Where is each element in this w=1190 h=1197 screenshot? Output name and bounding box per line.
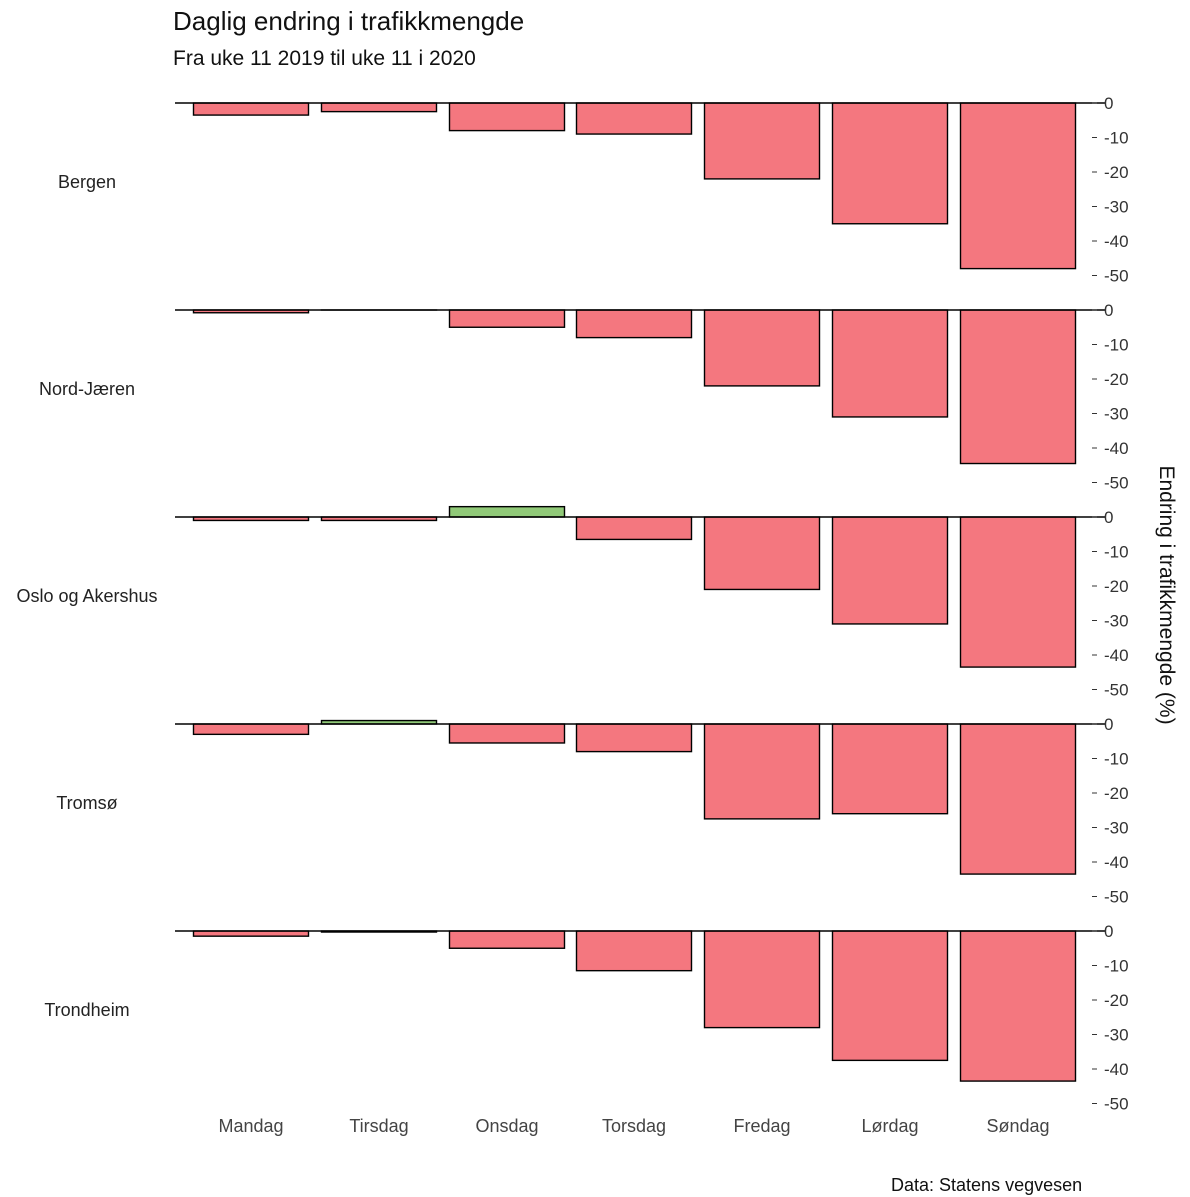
bar-bergen-mandag bbox=[192, 102, 310, 116]
bar-bergen-fredag bbox=[703, 102, 821, 180]
y-tick-label-trondheim: 0 bbox=[1104, 922, 1113, 941]
x-tick-label-onsdag: Onsdag bbox=[475, 1116, 538, 1136]
y-tick-label-oslo-og-akershus: 0 bbox=[1104, 508, 1113, 527]
y-tick-label-nord-jæren: -20 bbox=[1104, 370, 1129, 389]
y-axis-title: Endring i trafikkmengde (%) bbox=[1155, 465, 1178, 724]
facet-label-trondheim: Trondheim bbox=[44, 1000, 129, 1020]
y-tick-label-tromsø: 0 bbox=[1104, 715, 1113, 734]
bar-trondheim-søndag bbox=[959, 930, 1077, 1082]
bar-nord-jæren-søndag bbox=[959, 309, 1077, 465]
x-tick-label-torsdag: Torsdag bbox=[602, 1116, 666, 1136]
chart-caption: Data: Statens vegvesen bbox=[891, 1175, 1083, 1195]
bar-bergen-torsdag bbox=[575, 102, 693, 135]
bar-tromsø-torsdag bbox=[575, 723, 693, 753]
facet-label-tromsø: Tromsø bbox=[56, 793, 117, 813]
bar-oslo-og-akershus-søndag bbox=[959, 516, 1077, 668]
bar-nord-jæren-lørdag bbox=[831, 309, 949, 418]
bar-tromsø-mandag bbox=[192, 723, 310, 736]
x-tick-label-tirsdag: Tirsdag bbox=[349, 1116, 408, 1136]
y-tick-label-trondheim: -10 bbox=[1104, 957, 1129, 976]
y-tick-label-trondheim: -40 bbox=[1104, 1060, 1129, 1079]
bar-oslo-og-akershus-lørdag bbox=[831, 516, 949, 625]
x-tick-label-mandag: Mandag bbox=[218, 1116, 283, 1136]
x-tick-label-søndag: Søndag bbox=[986, 1116, 1049, 1136]
y-tick-label-bergen: -30 bbox=[1104, 198, 1129, 217]
bar-trondheim-mandag bbox=[192, 930, 310, 937]
y-tick-label-bergen: -40 bbox=[1104, 232, 1129, 251]
y-tick-label-nord-jæren: 0 bbox=[1104, 301, 1113, 320]
bar-oslo-og-akershus-onsdag bbox=[448, 505, 566, 518]
x-tick-label-lørdag: Lørdag bbox=[861, 1116, 918, 1136]
y-tick-label-tromsø: -50 bbox=[1104, 888, 1129, 907]
bar-trondheim-fredag bbox=[703, 930, 821, 1029]
y-tick-label-oslo-og-akershus: -30 bbox=[1104, 612, 1129, 631]
chart-subtitle: Fra uke 11 2019 til uke 11 i 2020 bbox=[173, 47, 476, 70]
y-tick-label-oslo-og-akershus: -10 bbox=[1104, 543, 1129, 562]
y-tick-label-nord-jæren: -10 bbox=[1104, 336, 1129, 355]
y-tick-label-bergen: -20 bbox=[1104, 163, 1129, 182]
bar-oslo-og-akershus-fredag bbox=[703, 516, 821, 591]
bar-oslo-og-akershus-torsdag bbox=[575, 516, 693, 541]
bar-bergen-onsdag bbox=[448, 102, 566, 132]
bar-trondheim-lørdag bbox=[831, 930, 949, 1062]
bar-bergen-søndag bbox=[959, 102, 1077, 270]
chart-title: Daglig endring i trafikkmengde bbox=[173, 6, 525, 36]
bar-tromsø-søndag bbox=[959, 723, 1077, 875]
facet-label-oslo-og-akershus: Oslo og Akershus bbox=[16, 586, 157, 606]
y-tick-label-bergen: -50 bbox=[1104, 267, 1129, 286]
bar-tromsø-lørdag bbox=[831, 723, 949, 815]
y-tick-label-tromsø: -10 bbox=[1104, 750, 1129, 769]
y-tick-label-oslo-og-akershus: -40 bbox=[1104, 646, 1129, 665]
y-tick-label-trondheim: -20 bbox=[1104, 991, 1129, 1010]
bar-nord-jæren-torsdag bbox=[575, 309, 693, 339]
bar-tromsø-onsdag bbox=[448, 723, 566, 744]
y-tick-label-oslo-og-akershus: -20 bbox=[1104, 577, 1129, 596]
bar-nord-jæren-fredag bbox=[703, 309, 821, 387]
bar-bergen-lørdag bbox=[831, 102, 949, 225]
bar-trondheim-onsdag bbox=[448, 930, 566, 949]
facet-label-nord-jæren: Nord-Jæren bbox=[39, 379, 135, 399]
y-tick-label-trondheim: -30 bbox=[1104, 1026, 1129, 1045]
y-tick-label-bergen: 0 bbox=[1104, 94, 1113, 113]
bar-trondheim-torsdag bbox=[575, 930, 693, 972]
y-tick-label-nord-jæren: -40 bbox=[1104, 439, 1129, 458]
bar-bergen-tirsdag bbox=[320, 102, 438, 113]
y-tick-label-nord-jæren: -50 bbox=[1104, 474, 1129, 493]
facet-label-bergen: Bergen bbox=[58, 172, 116, 192]
bar-tromsø-fredag bbox=[703, 723, 821, 820]
y-tick-label-tromsø: -30 bbox=[1104, 819, 1129, 838]
bar-nord-jæren-onsdag bbox=[448, 309, 566, 328]
y-tick-label-nord-jæren: -30 bbox=[1104, 405, 1129, 424]
y-tick-label-trondheim: -50 bbox=[1104, 1095, 1129, 1114]
y-tick-label-tromsø: -40 bbox=[1104, 853, 1129, 872]
y-tick-label-bergen: -10 bbox=[1104, 129, 1129, 148]
x-tick-label-fredag: Fredag bbox=[733, 1116, 790, 1136]
y-tick-label-oslo-og-akershus: -50 bbox=[1104, 681, 1129, 700]
y-tick-label-tromsø: -20 bbox=[1104, 784, 1129, 803]
